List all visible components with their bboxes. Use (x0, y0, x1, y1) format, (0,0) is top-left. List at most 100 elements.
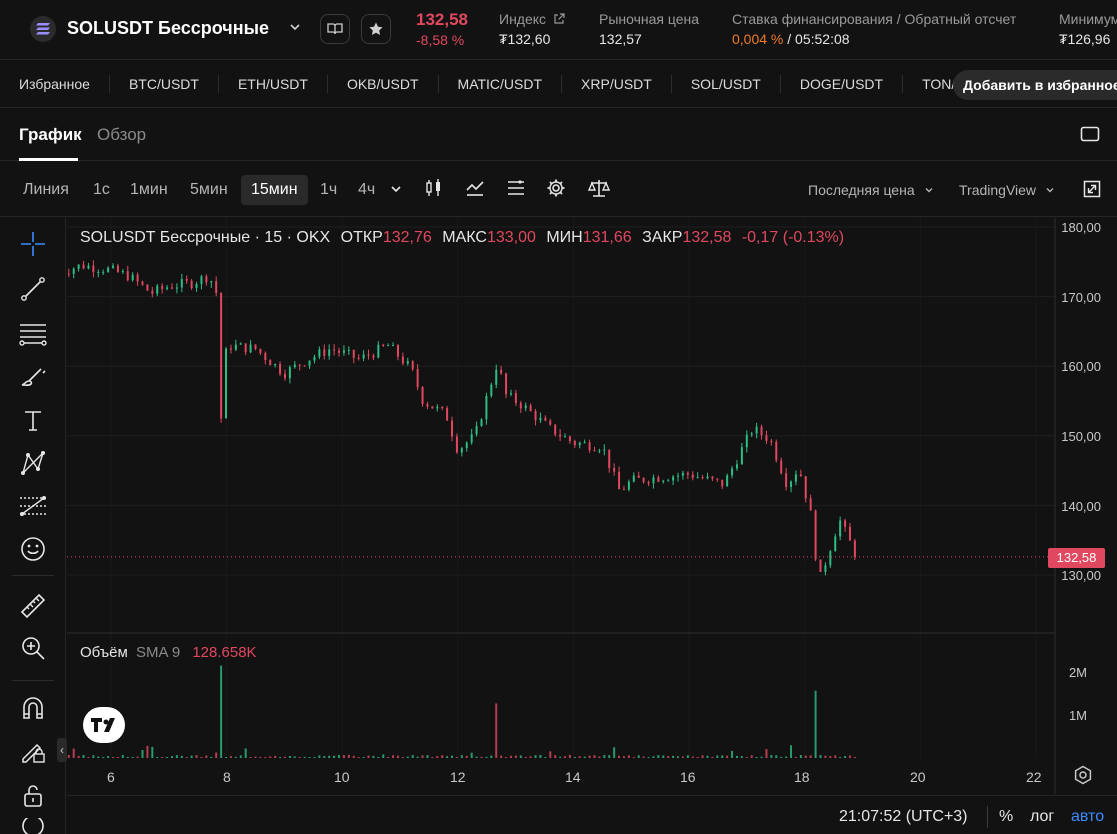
low-value: 131,66 (582, 229, 632, 246)
funding-rate-value: 0,004 % / 05:52:08 (732, 31, 1016, 47)
volume-bar (716, 755, 719, 758)
volume-bar (814, 690, 817, 758)
emoji-icon[interactable] (17, 533, 49, 565)
timeframe-more-chevron-icon[interactable] (389, 182, 403, 201)
magnet-icon[interactable] (17, 692, 49, 724)
tab-chart[interactable]: График (19, 125, 82, 144)
text-tool-icon[interactable] (17, 405, 49, 437)
balance-scale-icon[interactable] (587, 178, 611, 203)
volume-bar (161, 757, 164, 758)
chart-area[interactable] (57, 218, 1117, 794)
brush-icon[interactable] (17, 361, 49, 393)
candle (121, 271, 124, 273)
candle (696, 477, 699, 479)
settings-gear-icon[interactable] (546, 178, 566, 203)
auto-scale-toggle[interactable]: авто (1071, 808, 1105, 825)
candle (338, 350, 341, 353)
candle (87, 265, 90, 269)
timeframe-1s[interactable]: 1с (93, 181, 110, 198)
volume-bar (166, 757, 169, 758)
horizontal-lines-icon[interactable] (17, 317, 49, 349)
favorite-matic-usdt[interactable]: MATIC/USDT (439, 75, 563, 93)
indicators-icon[interactable] (465, 178, 485, 203)
favorite-okb-usdt[interactable]: OKB/USDT (328, 75, 439, 93)
candle (126, 271, 129, 281)
timeframe-5min[interactable]: 5мин (190, 181, 228, 198)
volume-sma-label: SMA 9 (135, 644, 181, 661)
timeframe-line[interactable]: Линия (23, 181, 69, 198)
external-link-icon[interactable] (553, 13, 565, 25)
candle (706, 476, 709, 479)
eye-icon[interactable] (17, 818, 49, 834)
candle (632, 475, 635, 482)
price-type-dropdown[interactable]: Последняя цена (808, 182, 935, 198)
timeframe-1h[interactable]: 1ч (320, 181, 338, 198)
volume-bar (416, 756, 419, 758)
candle (500, 369, 503, 374)
tradingview-logo[interactable] (83, 707, 125, 743)
tab-overview[interactable]: Обзор (97, 125, 147, 144)
volume-bar (721, 755, 724, 758)
expand-window-icon[interactable] (1080, 126, 1100, 147)
favorites-label[interactable]: Избранное (0, 75, 110, 93)
chart-engine-dropdown[interactable]: TradingView (959, 182, 1056, 198)
trend-line-icon[interactable] (17, 273, 49, 305)
candle (185, 278, 188, 281)
price-chart[interactable] (57, 218, 1117, 794)
volume-bar (608, 755, 611, 758)
candle (559, 434, 562, 437)
clock-timezone[interactable]: 21:07:52 (UTC+3) (839, 808, 968, 825)
volume-bar (254, 756, 257, 758)
candles-icon[interactable] (424, 178, 444, 203)
favorite-eth-usdt[interactable]: ETH/USDT (219, 75, 328, 93)
book-icon[interactable] (320, 14, 350, 44)
candle (328, 349, 331, 356)
volume-bar (485, 756, 488, 758)
timeframe-4h[interactable]: 4ч (358, 181, 376, 198)
prediction-tool-icon[interactable] (17, 490, 49, 522)
timeframe-15min[interactable]: 15мин (241, 175, 308, 205)
candle (455, 436, 458, 453)
chart-symbol-title[interactable]: SOLUSDT Бессрочные · 15 · OKX (80, 229, 331, 246)
volume-label[interactable]: Объём (80, 644, 128, 661)
crosshair-icon[interactable] (17, 228, 49, 260)
settings-gear-icon[interactable] (1073, 765, 1093, 790)
ruler-icon[interactable] (17, 590, 49, 622)
favorite-btc-usdt[interactable]: BTC/USDT (110, 75, 219, 93)
volume-bar (829, 756, 832, 758)
candle (382, 344, 385, 346)
volume-bar (205, 755, 208, 758)
volume-bar (362, 757, 365, 758)
add-to-favorites-button[interactable]: Добавить в избранное (953, 70, 1117, 100)
pair-title[interactable]: SOLUSDT Бессрочные (67, 18, 269, 38)
volume-bar (509, 755, 512, 758)
log-scale-toggle[interactable]: лог (1030, 808, 1055, 825)
percent-scale-toggle[interactable]: % (999, 808, 1014, 825)
collapse-toolbar-button[interactable]: ‹ (57, 738, 67, 762)
candle (701, 477, 704, 479)
candle (490, 384, 493, 396)
fullscreen-chart-icon[interactable] (1083, 180, 1101, 203)
volume-bar (131, 756, 134, 758)
candle (716, 478, 719, 480)
star-favorite-button[interactable] (361, 14, 391, 44)
header: SOLUSDT Бессрочные 132,58 -8,58 % Индекс… (0, 0, 1117, 60)
candle (539, 417, 542, 421)
candle (220, 292, 223, 419)
layout-lines-icon[interactable] (506, 178, 526, 203)
pattern-tool-icon[interactable] (17, 447, 49, 479)
zoom-in-icon[interactable] (17, 632, 49, 664)
index-label[interactable]: Индекс (499, 11, 565, 27)
volume-bar (711, 756, 714, 758)
volume-bar (274, 755, 277, 758)
favorite-doge-usdt[interactable]: DOGE/USDT (781, 75, 904, 93)
favorite-sol-usdt[interactable]: SOL/USDT (672, 75, 781, 93)
close-value: 132,58 (682, 229, 732, 246)
favorite-xrp-usdt[interactable]: XRP/USDT (562, 75, 672, 93)
lock-pencil-icon[interactable] (17, 735, 49, 767)
time-axis-label: 14 (565, 769, 581, 785)
chevron-down-icon[interactable] (288, 20, 302, 39)
candle (274, 363, 277, 366)
unlock-icon[interactable] (17, 779, 49, 811)
timeframe-1min[interactable]: 1мин (130, 181, 168, 198)
